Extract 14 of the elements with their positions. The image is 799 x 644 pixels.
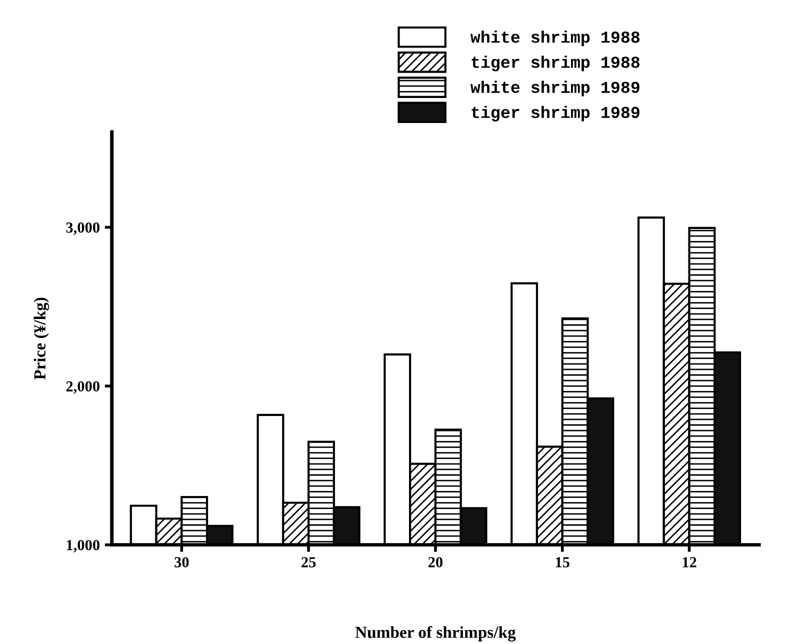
legend-label: white shrimp 1988 — [470, 30, 640, 46]
legend-label: tiger shrimp 1989 — [472, 106, 640, 122]
y-tick-label: 3,000 — [66, 222, 100, 235]
y-tick-label: 1,000 — [66, 540, 100, 552]
x-tick-label: 20 — [428, 557, 443, 568]
x-tick-label: 12 — [682, 557, 696, 568]
x-axis-title: Number of shrimps/kg — [355, 626, 516, 642]
y-axis-title: Price (¥/kg) — [34, 298, 50, 380]
legend-label: tiger shrimp 1988 — [472, 56, 640, 72]
legend-label: white shrimp 1989 — [470, 80, 640, 96]
x-tick-label: 15 — [556, 557, 570, 568]
y-tick-label: 2,000 — [66, 381, 100, 394]
x-tick-label: 25 — [302, 557, 316, 568]
x-tick-label: 30 — [174, 557, 189, 568]
